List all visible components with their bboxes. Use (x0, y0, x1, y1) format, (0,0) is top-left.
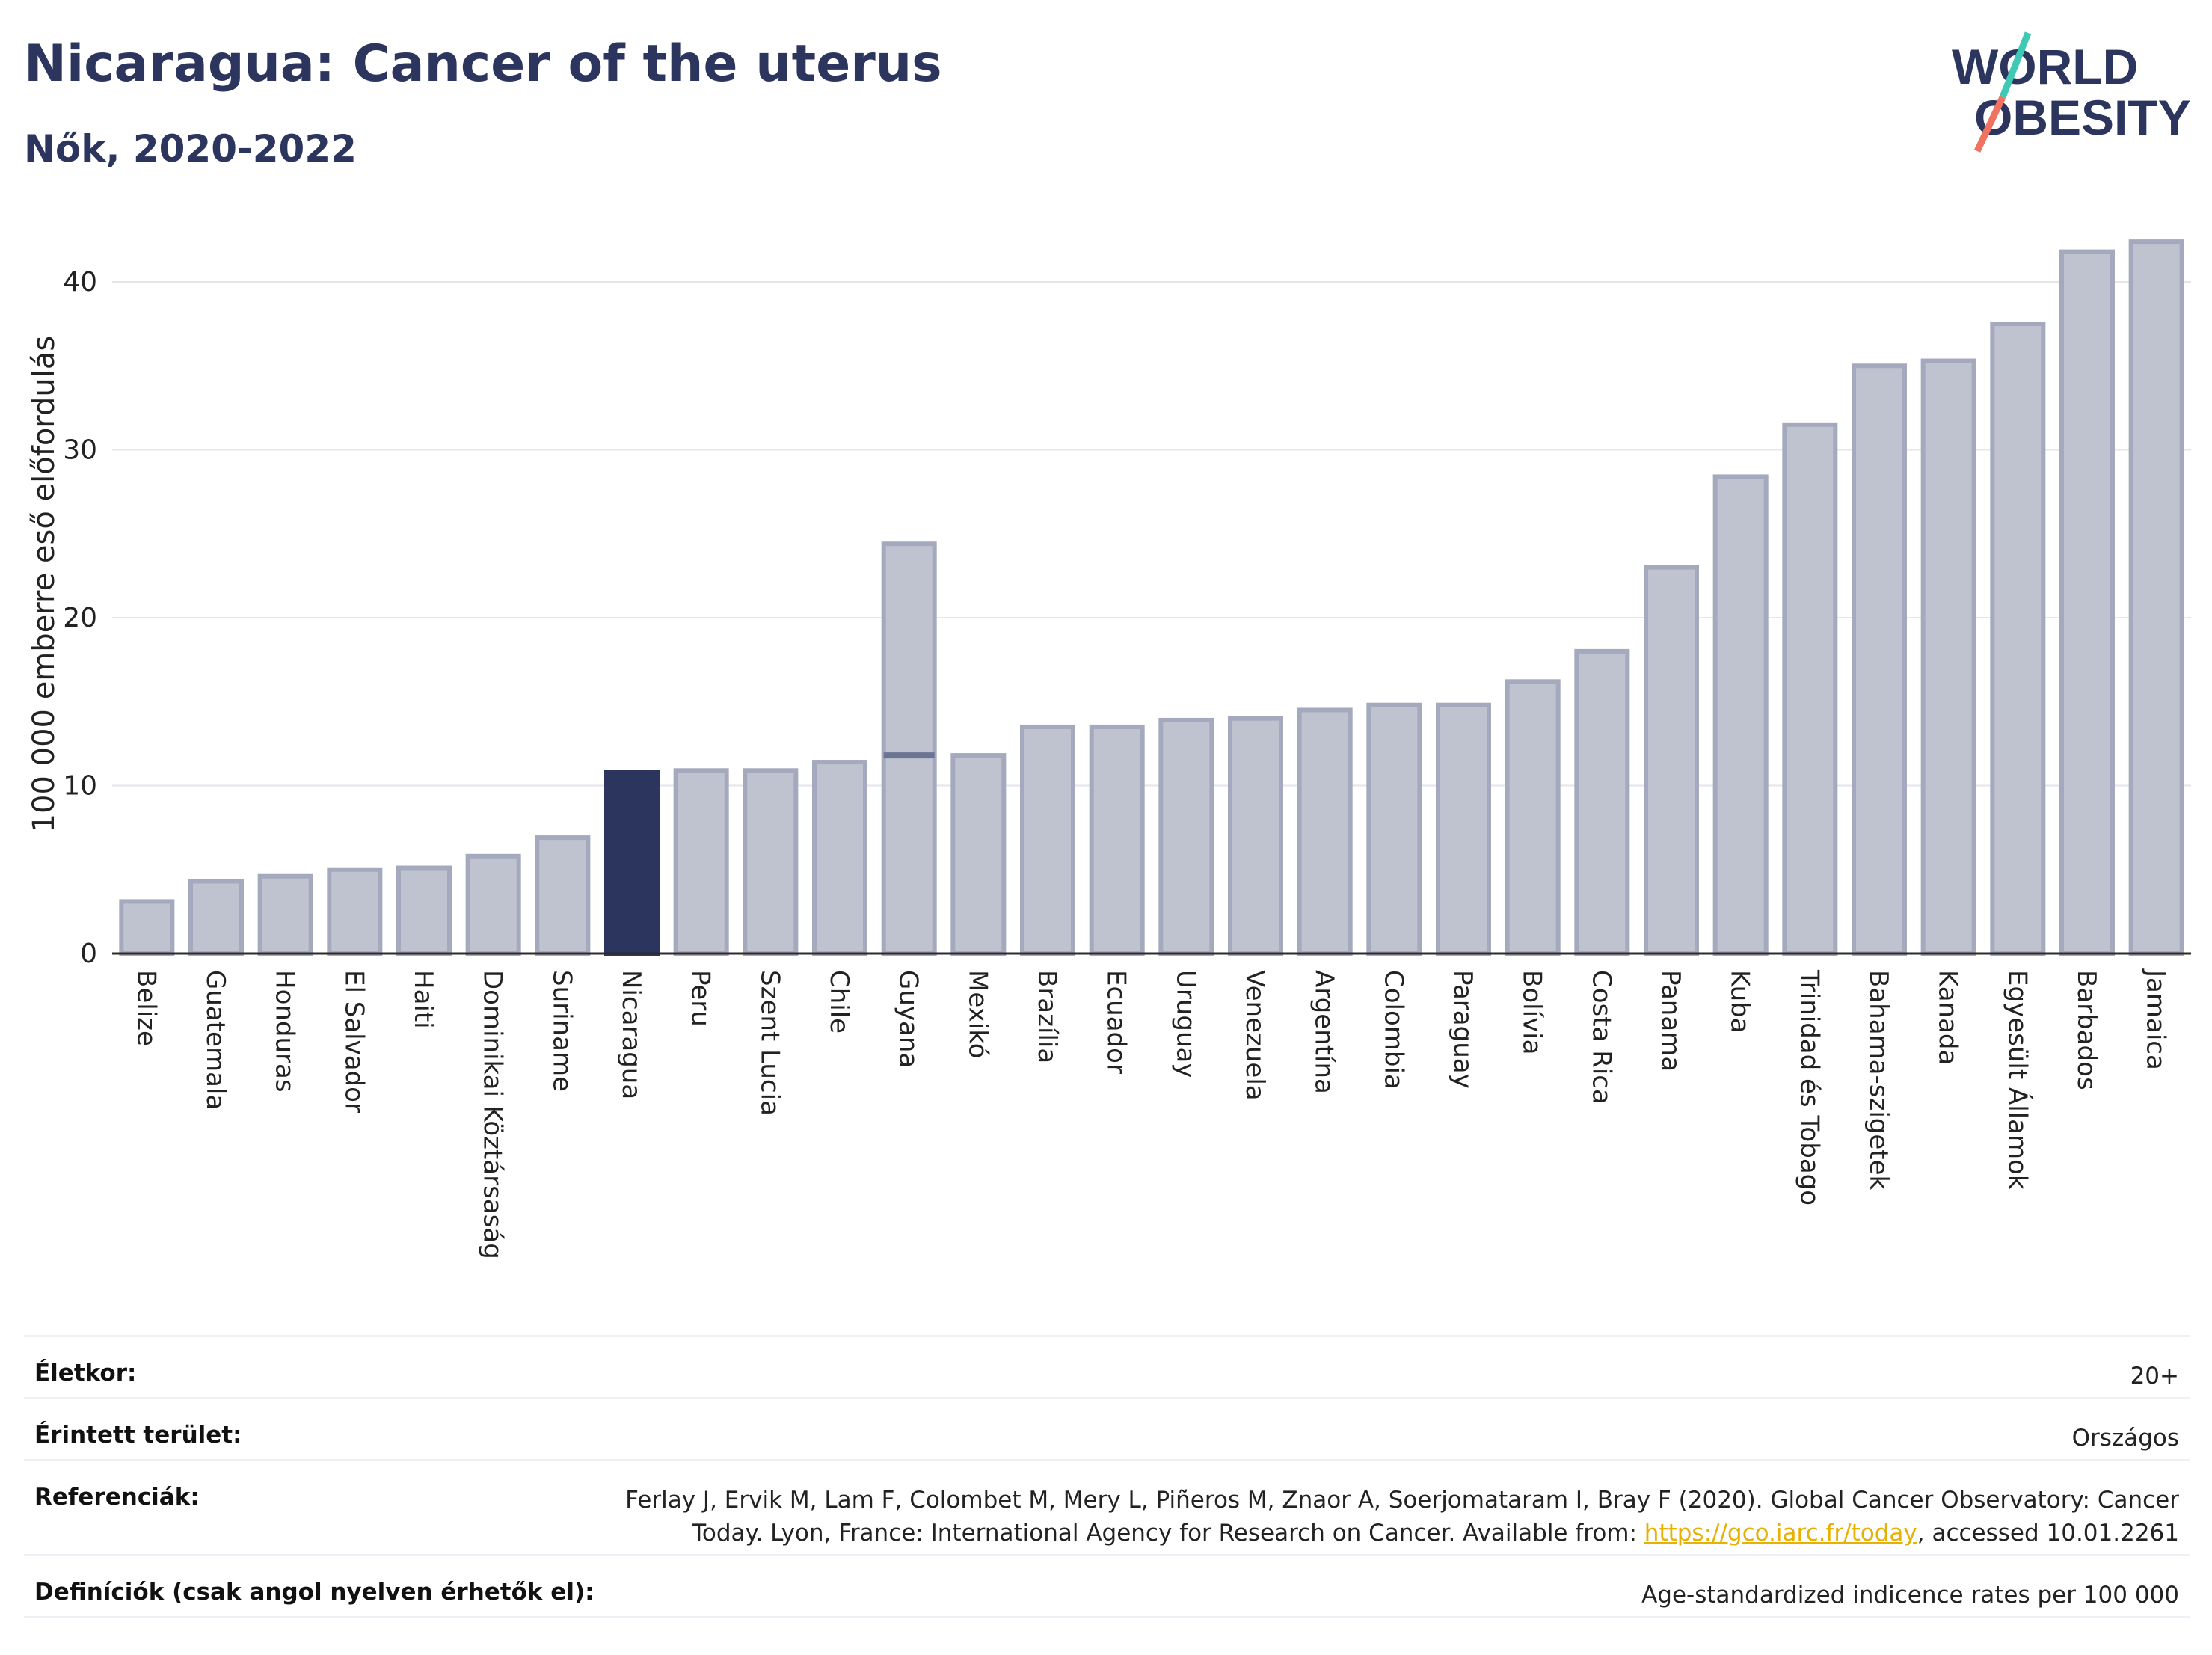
bar-jamaica (2128, 239, 2184, 956)
info-row-references: Referenciák: Ferlay J, Ervik M, Lam F, C… (24, 1459, 2190, 1554)
bar-chile (812, 760, 867, 956)
x-tick-label: Kanada (1933, 970, 1963, 1065)
x-tick-label: Uruguay (1170, 970, 1200, 1078)
world-obesity-logo: WORLD OBESITY (1952, 31, 2191, 153)
bar-trinidad-s-tobago (1782, 422, 1838, 956)
x-tick-label: Bolívia (1517, 970, 1547, 1054)
reference-text: Today. Lyon, France: International Agenc… (692, 1520, 1644, 1547)
logo-text-obesity: OBESITY (1974, 90, 2191, 145)
bar-kuba (1712, 474, 1769, 956)
x-tick-label: Barbados (2071, 970, 2101, 1090)
x-tick-label: Panama (1656, 970, 1686, 1072)
bar-kanada (1920, 358, 1976, 956)
bar-peru (673, 768, 729, 957)
y-axis-ticks: 0 10 20 30 40 (63, 267, 97, 969)
bar-chart: 0 10 20 30 40 Belize Guatemala Honduras El Salv… (27, 239, 2191, 1259)
x-tick-label: Bahama-szigetek (1864, 970, 1893, 1191)
info-label: Referenciák: (34, 1484, 200, 1511)
x-tick-label: Jamaica (2141, 968, 2171, 1070)
bar-egyes-lt-llamok (1990, 322, 2046, 956)
bar-haiti (396, 865, 452, 957)
x-tick-label: Mexikó (962, 970, 992, 1059)
bar-dominikai-k-zt-rsas-g (465, 853, 521, 957)
bar-guyana (881, 541, 937, 956)
y-tick-label: 20 (63, 603, 97, 633)
bar-braz-lia (1020, 724, 1075, 956)
x-tick-label: Kuba (1725, 970, 1755, 1034)
grid-lines (112, 281, 2191, 787)
x-tick-label: Szent Lucia (755, 970, 784, 1116)
info-row-definitions: Definíciók (csak angol nyelven érhetők e… (24, 1554, 2190, 1618)
info-table: Életkor: 20+ Érintett terület: Országos … (24, 1335, 2190, 1618)
x-tick-label: Venezuela (1240, 970, 1270, 1101)
bar-ecuador (1089, 724, 1145, 956)
bar-colombia (1366, 702, 1422, 956)
bar-guatemala (188, 879, 244, 956)
reference-line-1: Ferlay J, Ervik M, Lam F, Colombet M, Me… (625, 1487, 2179, 1514)
x-tick-label: Guatemala (200, 970, 230, 1110)
info-row-area: Érintett terület: Országos (24, 1397, 2190, 1459)
info-row-age: Életkor: 20+ (24, 1335, 2190, 1397)
x-tick-label: Paraguay (1448, 970, 1478, 1089)
info-value: Országos (2071, 1425, 2179, 1452)
bar-szent-lucia (743, 768, 799, 957)
bar-belize (119, 899, 175, 957)
bar-uruguay (1158, 717, 1214, 956)
bar-argent-na (1297, 707, 1353, 956)
bar-suriname (535, 835, 591, 956)
info-label: Életkor: (34, 1360, 137, 1387)
x-tick-label: El Salvador (339, 970, 369, 1113)
bar-bol-via (1505, 679, 1561, 956)
x-tick-label: Suriname (547, 970, 577, 1092)
logo-text-world: WORLD (1952, 39, 2138, 94)
bar-bahama-szigetek (1852, 363, 1907, 956)
y-tick-label: 30 (63, 435, 97, 466)
x-tick-label: Ecuador (1102, 970, 1131, 1074)
reference-line-2: Today. Lyon, France: International Agenc… (625, 1517, 2179, 1550)
y-tick-label: 10 (63, 771, 97, 802)
info-label: Érintett terület: (34, 1422, 242, 1449)
bar-venezuela (1228, 716, 1283, 956)
y-tick-label: 0 (80, 939, 97, 969)
x-tick-label: Belize (131, 970, 161, 1046)
x-tick-label: Argentína (1309, 970, 1339, 1094)
bar-panama (1644, 565, 1699, 956)
x-tick-label: Brazília (1032, 970, 1062, 1063)
page-subtitle: Nők, 2020-2022 (24, 127, 357, 171)
x-tick-label: Guyana (894, 970, 924, 1068)
y-axis-title: 100 000 emberre eső előfordulás (27, 336, 61, 833)
reference-accessed: , accessed 10.01.2261 (1917, 1520, 2179, 1547)
y-tick-label: 40 (63, 267, 97, 298)
x-tick-label: Trinidad és Tobago (1794, 969, 1824, 1206)
x-tick-label: Costa Rica (1586, 970, 1616, 1105)
x-tick-label: Colombia (1378, 970, 1408, 1090)
bar-nicaragua (604, 770, 660, 957)
x-tick-label: Haiti (408, 970, 438, 1029)
logo-slash-teal (1999, 31, 2032, 99)
bar-el-salvador (327, 867, 383, 956)
info-value: 20+ (2130, 1363, 2179, 1390)
logo-slash-coral (1973, 96, 2006, 153)
x-tick-label: Honduras (270, 970, 300, 1093)
page-title: Nicaragua: Cancer of the uterus (24, 34, 942, 93)
bar-honduras (257, 873, 313, 956)
info-value: Age-standardized indicence rates per 100… (1641, 1582, 2179, 1609)
bars (119, 239, 2184, 957)
x-tick-label: Peru (686, 970, 716, 1027)
bar-costa-rica (1574, 648, 1630, 957)
reference-link[interactable]: https://gco.iarc.fr/today (1644, 1520, 1917, 1547)
x-tick-label: Dominikai Köztársaság (478, 970, 508, 1259)
bar-mexik- (950, 753, 1007, 957)
bar-barbados (2059, 249, 2115, 956)
x-axis-labels: Belize Guatemala Honduras El Salvador Haiti D… (131, 968, 2170, 1259)
x-tick-label: Chile (824, 970, 854, 1034)
x-tick-label: Egyesült Államok (2002, 970, 2033, 1190)
x-tick-label: Nicaragua (616, 970, 646, 1099)
info-label: Definíciók (csak angol nyelven érhetők e… (34, 1579, 595, 1606)
info-value: Ferlay J, Ervik M, Lam F, Colombet M, Me… (625, 1484, 2179, 1550)
bar-paraguay (1436, 702, 1491, 956)
